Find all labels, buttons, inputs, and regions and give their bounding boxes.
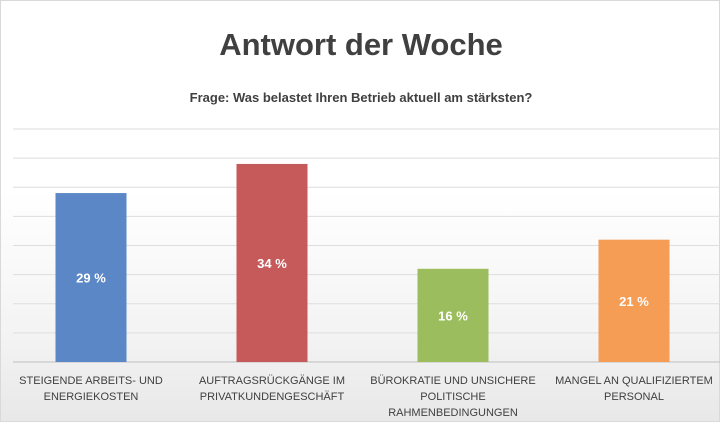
category-label-line: ENERGIEKOSTEN [43,391,139,403]
category-label: MANGEL AN QUALIFIZIERTEM PERSONAL [546,373,720,405]
data-label: 29 % [76,271,106,286]
category-label-line: POLITISCHE [420,391,486,403]
category-label-line: PERSONAL [604,391,664,403]
bar [236,163,308,362]
category-label-line: MANGEL AN QUALIFIZIERTEM [555,375,713,387]
category-label-line: STEIGENDE ARBEITS- UND [19,375,163,387]
category-label-line: BÜROKRATIE UND UNSICHERE [370,375,536,387]
category-label: BÜROKRATIE UND UNSICHERE POLITISCHE RAHMEN… [365,373,541,421]
bar [598,239,670,362]
bar [417,268,489,362]
category-label-line: AUFTRAGSRÜCKGÄNGE IM [198,375,346,387]
data-label: 16 % [438,308,468,323]
category-label: AUFTRAGSRÜCKGÄNGE IM PRIVATKUNDENGESCHÄFT [184,373,360,405]
chart-subtitle: Frage: Was belastet Ihren Betrieb aktuel… [189,90,533,105]
category-label-line: RAHMENBEDINGUNGEN [388,407,518,419]
category-label-line: PRIVATKUNDENGESCHÄFT [199,391,345,403]
chart-title: Antwort der Woche [219,27,503,62]
data-label: 34 % [257,256,287,271]
data-label: 21 % [619,294,649,309]
category-label: STEIGENDE ARBEITS- UND ENERGIEKOSTEN [3,373,179,405]
bar [55,193,127,362]
